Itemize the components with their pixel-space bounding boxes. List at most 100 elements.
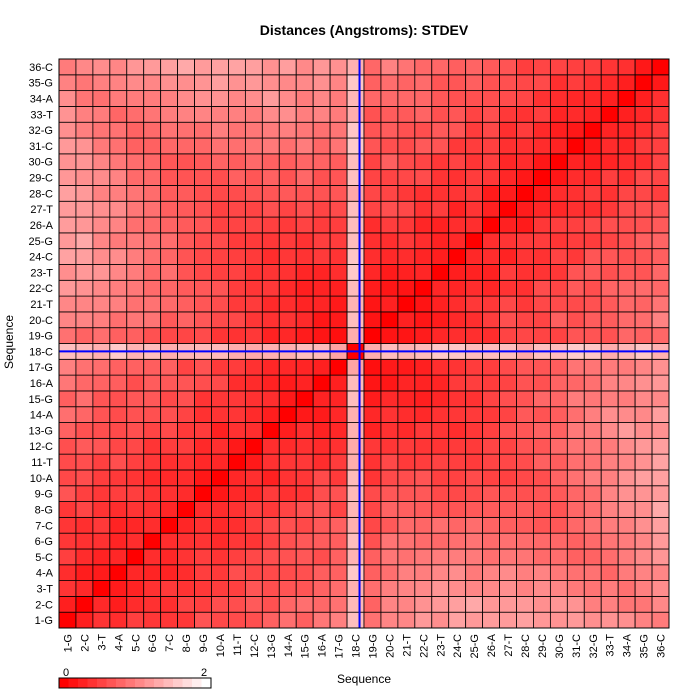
heatmap-cell-27-T-33-T [600, 200, 619, 218]
heatmap-cell-8-G-26-A [482, 501, 500, 518]
heatmap-cell-1-G-25-G [465, 611, 484, 629]
heatmap-cell-5-C-18-C [346, 548, 365, 566]
heatmap-cell-30-G-33-T [600, 153, 619, 171]
heatmap-cell-20-C-21-T [397, 311, 416, 329]
heatmap-cell-15-G-4-A [109, 390, 128, 408]
heatmap-cell-11-T-12-C [244, 453, 263, 471]
heatmap-cell-19-G-19-G [363, 327, 382, 344]
colorbar-swatch [163, 678, 174, 688]
heatmap-cell-33-T-20-C [380, 106, 399, 123]
heatmap-cell-9-G-33-T [600, 485, 619, 502]
heatmap-cell-6-G-33-T [600, 532, 619, 550]
heatmap-cell-35-G-14-A [278, 74, 297, 92]
heatmap-cell-12-C-34-A [617, 437, 636, 455]
heatmap-cell-7-C-5-C [126, 516, 145, 534]
heatmap-cell-36-C-25-G [465, 58, 484, 76]
heatmap-cell-35-G-20-C [380, 74, 399, 92]
heatmap-cell-35-G-4-A [109, 74, 128, 92]
heatmap-cell-25-G-14-A [278, 232, 297, 250]
heatmap-cell-19-G-2-C [75, 327, 94, 344]
heatmap-cell-3-T-36-C [651, 580, 670, 597]
heatmap-cell-35-G-5-C [126, 74, 145, 92]
heatmap-cell-29-C-4-A [109, 169, 128, 186]
heatmap-cell-24-C-26-A [482, 248, 500, 265]
heatmap-cell-34-A-27-T [499, 90, 517, 107]
heatmap-cell-3-T-11-T [228, 580, 246, 597]
heatmap-cell-2-C-35-G [634, 595, 653, 613]
x-tick-label: 3-T [96, 634, 108, 651]
heatmap-cell-23-T-27-T [499, 264, 517, 281]
heatmap-cell-17-G-30-G [549, 358, 568, 376]
heatmap-cell-26-A-35-G [634, 216, 653, 234]
heatmap-cell-11-T-34-A [617, 453, 636, 471]
heatmap-cell-21-T-19-G [363, 295, 382, 313]
heatmap-cell-5-C-33-T [600, 548, 619, 566]
heatmap-cell-2-C-30-G [549, 595, 568, 613]
heatmap-cell-1-G-10-A [211, 611, 229, 629]
heatmap-cell-3-T-31-C [566, 580, 585, 597]
heatmap-cell-13-G-23-T [431, 422, 450, 439]
heatmap-cell-3-T-25-G [465, 580, 484, 597]
heatmap-cell-23-T-16-A [312, 264, 331, 281]
heatmap-cell-28-C-35-G [634, 185, 653, 202]
heatmap-cell-34-A-3-T [92, 90, 111, 107]
heatmap-cell-31-C-11-T [228, 137, 246, 155]
heatmap-cell-34-A-10-A [211, 90, 229, 107]
heatmap-cell-23-T-5-C [126, 264, 145, 281]
heatmap-cell-6-G-15-G [295, 532, 314, 550]
heatmap-cell-26-A-20-C [380, 216, 399, 234]
heatmap-cell-16-A-32-G [583, 374, 602, 392]
heatmap-cell-16-A-15-G [295, 374, 314, 392]
heatmap-cell-5-C-23-T [431, 548, 450, 566]
heatmap-cell-10-A-29-C [533, 469, 551, 487]
heatmap-cell-26-A-2-C [75, 216, 94, 234]
heatmap-cell-5-C-20-C [380, 548, 399, 566]
heatmap-cell-23-T-35-G [634, 264, 653, 281]
heatmap-cell-24-C-29-C [533, 248, 551, 265]
heatmap-cell-4-A-35-G [634, 564, 653, 581]
heatmap-cell-2-C-9-G [194, 595, 212, 613]
heatmap-cell-20-C-15-G [295, 311, 314, 329]
heatmap-cell-17-G-23-T [431, 358, 450, 376]
heatmap-cell-14-A-28-C [516, 406, 534, 423]
heatmap-cell-28-C-10-A [211, 185, 229, 202]
heatmap-cell-8-G-17-G [329, 501, 348, 518]
heatmap-cell-36-C-2-C [75, 58, 94, 76]
heatmap-cell-36-C-30-G [549, 58, 568, 76]
heatmap-cell-28-C-17-G [329, 185, 348, 202]
heatmap-cell-29-C-29-C [533, 169, 551, 186]
heatmap-cell-6-G-3-T [92, 532, 111, 550]
heatmap-cell-4-A-28-C [516, 564, 534, 581]
heatmap-cell-10-A-20-C [380, 469, 399, 487]
heatmap-cell-6-G-25-G [465, 532, 484, 550]
y-tick-label: 33-T [30, 109, 53, 121]
heatmap-cell-28-C-14-A [278, 185, 297, 202]
heatmap-cell-28-C-22-C [414, 185, 433, 202]
heatmap-cell-19-G-27-T [499, 327, 517, 344]
heatmap-cell-24-C-14-A [278, 248, 297, 265]
heatmap-cell-1-G-32-G [583, 611, 602, 629]
heatmap-cell-19-G-24-C [448, 327, 467, 344]
heatmap-cell-10-A-19-G [363, 469, 382, 487]
y-tick-label: 16-A [30, 378, 54, 390]
heatmap-cell-25-G-26-A [482, 232, 500, 250]
heatmap-cell-10-A-18-C [346, 469, 365, 487]
heatmap-cell-20-C-20-C [380, 311, 399, 329]
heatmap-cell-5-C-28-C [516, 548, 534, 566]
heatmap-cell-16-A-12-C [244, 374, 263, 392]
heatmap-cell-23-T-21-T [397, 264, 416, 281]
colorbar-swatch [97, 678, 107, 688]
heatmap-cell-26-A-16-A [312, 216, 331, 234]
heatmap-cell-13-G-4-A [109, 422, 128, 439]
heatmap-cell-22-C-35-G [634, 279, 653, 297]
heatmap-cell-13-G-2-C [75, 422, 94, 439]
heatmap-cell-33-T-15-G [295, 106, 314, 123]
heatmap-cell-20-C-33-T [600, 311, 619, 329]
x-tick-label: 33-T [605, 634, 617, 657]
heatmap-cell-33-T-21-T [397, 106, 416, 123]
heatmap-cell-20-C-1-G [58, 311, 77, 329]
heatmap-cell-35-G-1-G [58, 74, 77, 92]
heatmap-cell-12-C-7-C [160, 437, 179, 455]
heatmap-cell-30-G-30-G [549, 153, 568, 171]
heatmap-cell-7-C-20-C [380, 516, 399, 534]
